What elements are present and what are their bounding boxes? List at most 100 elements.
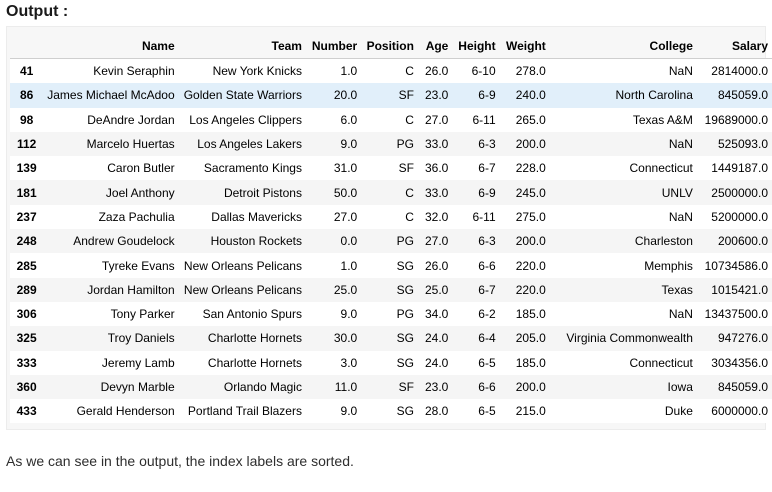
- table-row: 98 DeAndre Jordan Los Angeles Clippers 6.0 C…: [10, 107, 772, 132]
- cell-weight: 205.0: [515, 331, 546, 346]
- cell-weight: 200.0: [515, 234, 546, 249]
- cell-height: 6-11: [472, 209, 496, 224]
- cell-index: 237: [16, 209, 37, 224]
- cell-index: 433: [16, 404, 37, 419]
- cell-height: 6-5: [478, 355, 496, 370]
- cell-index: 306: [16, 307, 37, 322]
- cell-number: 0.0: [340, 234, 358, 249]
- cell-college: UNLV: [661, 185, 693, 200]
- cell-name: Troy Daniels: [107, 331, 175, 346]
- cell-team: San Antonio Spurs: [202, 307, 302, 322]
- cell-salary: 525093.0: [717, 137, 768, 152]
- cell-weight: 245.0: [515, 185, 546, 200]
- column-header-name: Name: [43, 34, 179, 59]
- output-heading: Output :: [6, 3, 69, 20]
- cell-position: SF: [398, 161, 414, 176]
- cell-number: 1.0: [340, 64, 358, 79]
- cell-age: 24.0: [425, 355, 449, 370]
- cell-salary: 1449187.0: [711, 161, 768, 176]
- cell-position: PG: [396, 307, 414, 322]
- column-header-number: Number: [305, 34, 362, 59]
- cell-position: PG: [396, 137, 414, 152]
- dataframe-table: Name Team Number Position Age Height Weight Col…: [10, 34, 772, 424]
- table-row: 360 Devyn Marble Orlando Magic 11.0 SF 23.0 6-…: [10, 374, 772, 400]
- table-row: 333 Jeremy Lamb Charlotte Hornets 3.0 SG 24.0…: [10, 350, 772, 375]
- cell-height: 6-2: [478, 307, 496, 322]
- cell-name: Zaza Pachulia: [98, 209, 175, 224]
- cell-position: C: [405, 64, 414, 79]
- cell-salary: 947276.0: [717, 331, 768, 346]
- cell-age: 33.0: [425, 185, 449, 200]
- cell-salary: 10734586.0: [704, 258, 768, 273]
- cell-index: 333: [16, 355, 37, 370]
- cell-index: 285: [16, 258, 37, 273]
- cell-name: James Michael McAdoo: [47, 88, 175, 103]
- cell-weight: 200.0: [515, 137, 546, 152]
- cell-salary: 2500000.0: [711, 185, 768, 200]
- cell-index: 289: [16, 282, 37, 297]
- cell-weight: 278.0: [515, 64, 546, 79]
- cell-index: 98: [19, 112, 34, 127]
- cell-name: Tony Parker: [110, 307, 175, 322]
- table-row: 289 Jordan Hamilton New Orleans Pelicans 25…: [10, 277, 772, 302]
- column-header-index: [10, 34, 44, 59]
- cell-number: 3.0: [340, 355, 358, 370]
- cell-team: Golden State Warriors: [183, 88, 302, 103]
- cell-position: SG: [396, 282, 414, 297]
- column-header-age: Age: [417, 34, 453, 59]
- cell-height: 6-10: [471, 64, 496, 79]
- cell-weight: 228.0: [515, 161, 546, 176]
- cell-number: 30.0: [333, 331, 358, 346]
- table-row: 41 Kevin Seraphin New York Knicks 1.0 C 26.0 6…: [10, 58, 772, 84]
- cell-salary: 200600.0: [717, 234, 768, 249]
- caption-text: As we can see in the output, the index l…: [6, 453, 354, 469]
- cell-salary: 2814000.0: [711, 64, 768, 79]
- cell-position: C: [405, 209, 414, 224]
- cell-number: 6.0: [340, 112, 358, 127]
- cell-height: 6-5: [478, 404, 496, 419]
- table-row: 248 Andrew Goudelock Houston Rockets 0.0 PG 2…: [10, 229, 772, 254]
- cell-height: 6-4: [478, 331, 496, 346]
- cell-index: 139: [16, 161, 37, 176]
- cell-height: 6-6: [478, 258, 496, 273]
- cell-team: Detroit Pistons: [223, 185, 302, 200]
- cell-salary: 5200000.0: [711, 209, 768, 224]
- table-row: 306 Tony Parker San Antonio Spurs 9.0 PG 34.0…: [10, 301, 772, 327]
- cell-college: Virginia Commonwealth: [566, 331, 693, 346]
- cell-salary: 845059.0: [717, 88, 768, 103]
- cell-name: Tyreke Evans: [101, 258, 175, 273]
- cell-index: 181: [16, 185, 37, 200]
- cell-team: Los Angeles Clippers: [189, 112, 302, 127]
- cell-position: PG: [396, 234, 414, 249]
- column-header-position: Position: [361, 34, 418, 59]
- cell-age: 26.0: [425, 258, 449, 273]
- cell-index: 41: [19, 64, 34, 79]
- cell-age: 36.0: [425, 161, 449, 176]
- cell-position: C: [405, 185, 414, 200]
- cell-position: SG: [396, 355, 414, 370]
- cell-weight: 185.0: [515, 355, 546, 370]
- table-row: 181 Joel Anthony Detroit Pistons 50.0 C 33.0 6…: [10, 180, 772, 205]
- cell-height: 6-7: [478, 161, 496, 176]
- cell-name: Jeremy Lamb: [101, 355, 175, 370]
- cell-salary: 19689000.0: [704, 112, 768, 127]
- cell-position: SF: [398, 88, 414, 103]
- cell-team: Charlotte Hornets: [207, 355, 302, 370]
- cell-salary: 3034356.0: [711, 355, 768, 370]
- cell-height: 6-3: [478, 234, 496, 249]
- table-header: Name Team Number Position Age Height Weight Col…: [10, 34, 772, 59]
- cell-weight: 220.0: [515, 258, 546, 273]
- table-row: 112 Marcelo Huertas Los Angeles Lakers 9.0 P…: [10, 131, 772, 157]
- cell-college: Texas: [661, 282, 693, 297]
- cell-height: 6-11: [472, 112, 496, 127]
- cell-index: 360: [16, 380, 37, 394]
- cell-college: Connecticut: [629, 355, 693, 370]
- table-row: 139 Caron Butler Sacramento Kings 31.0 SF 36.…: [10, 156, 772, 181]
- cell-position: SG: [396, 258, 414, 273]
- cell-name: Andrew Goudelock: [73, 234, 175, 249]
- cell-age: 28.0: [425, 404, 449, 419]
- cell-college: Iowa: [667, 380, 693, 394]
- cell-weight: 220.0: [515, 282, 546, 297]
- cell-index: 86: [19, 88, 34, 103]
- cell-weight: 200.0: [515, 380, 546, 394]
